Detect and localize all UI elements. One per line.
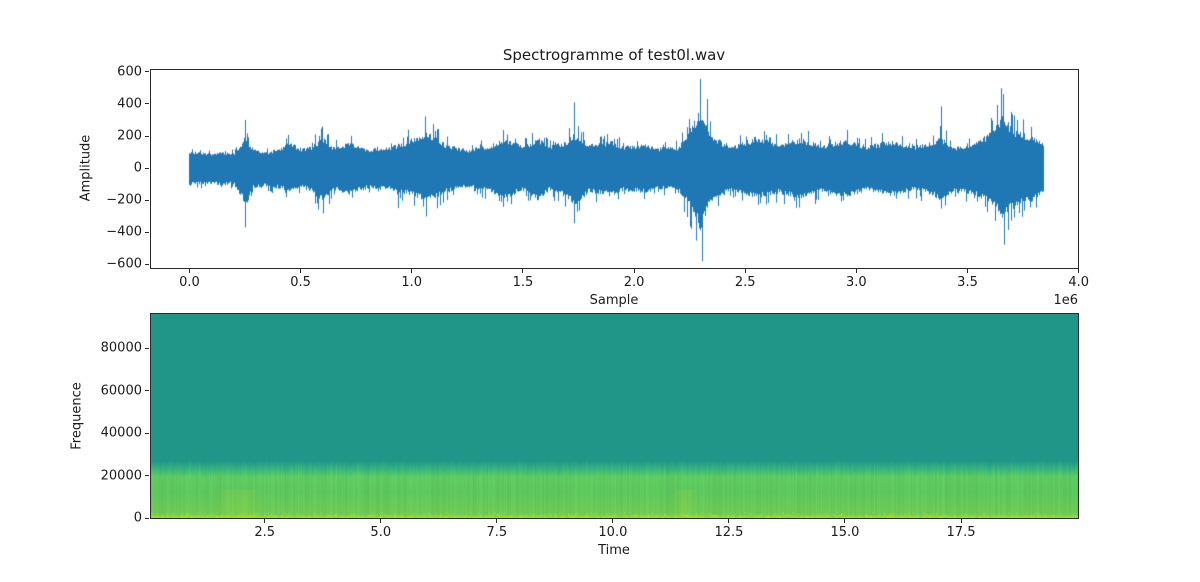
waveform-y-tick xyxy=(145,231,149,233)
waveform-x-tick-label: 2.0 xyxy=(623,275,645,290)
waveform-x-tick-label: 1.5 xyxy=(512,275,534,290)
waveform-x-tick-label: 3.5 xyxy=(957,275,978,290)
spectrogram-y-tick-label: 0 xyxy=(133,510,142,526)
waveform-x-tick xyxy=(188,269,190,273)
spectrogram-y-tick-label: 80000 xyxy=(100,340,142,356)
spectrogram-x-tick xyxy=(264,519,266,523)
waveform-y-tick xyxy=(145,167,149,169)
waveform-x-tick xyxy=(522,269,524,273)
waveform-x-tick xyxy=(855,269,857,273)
spectrogram-y-tick xyxy=(145,390,149,391)
spectrogram-x-tick-label: 12.5 xyxy=(714,525,744,540)
waveform-y-tick-label: 200 xyxy=(117,128,142,144)
spectrogram-x-tick-label: 10.0 xyxy=(598,525,628,540)
waveform-y-tick xyxy=(145,263,149,265)
spectrogram-y-tick xyxy=(145,432,149,434)
spectrogram-y-tick-label: 40000 xyxy=(100,425,142,441)
waveform-x-tick xyxy=(967,269,969,273)
waveform-x-tick xyxy=(744,269,746,273)
chart-title: Spectrogramme of test0l.wav xyxy=(502,46,726,64)
waveform-y-tick-label: −200 xyxy=(106,192,142,208)
waveform-x-tick xyxy=(411,269,413,273)
spectrogram-x-tick xyxy=(612,519,614,523)
spectrogram-y-tick xyxy=(145,517,149,519)
waveform-y-tick-label: 400 xyxy=(117,96,142,112)
waveform-x-tick-label: 4.0 xyxy=(1068,275,1089,290)
waveform-x-tick-label: 0.0 xyxy=(179,275,200,290)
waveform-y-tick xyxy=(145,103,149,105)
waveform-xaxis-offset-label: 1e6 xyxy=(1053,293,1078,308)
waveform-x-tick xyxy=(633,269,635,273)
waveform-y-tick xyxy=(145,135,149,137)
spectrogram-y-tick xyxy=(145,475,149,476)
waveform-x-tick-label: 0.5 xyxy=(290,275,311,290)
spectrogram-plot xyxy=(151,314,1078,518)
waveform-y-tick-label: 600 xyxy=(117,64,142,80)
waveform-x-tick-label: 1.0 xyxy=(401,275,423,290)
waveform-xaxis-label: Sample xyxy=(589,293,639,308)
spectrogram-x-tick-label: 2.5 xyxy=(254,525,276,540)
spectrogram-y-tick-label: 60000 xyxy=(100,383,142,398)
spectrogram-xaxis-label: Time xyxy=(598,543,630,558)
waveform-y-tick-label: −400 xyxy=(106,224,142,240)
spectrogram-x-tick xyxy=(960,519,962,523)
waveform-x-tick xyxy=(1078,269,1080,273)
spectrogram-x-tick xyxy=(496,519,498,523)
waveform-plot xyxy=(151,70,1078,268)
spectrogram-x-tick xyxy=(380,519,382,523)
spectrogram-axes xyxy=(150,313,1079,519)
waveform-x-tick-label: 2.5 xyxy=(734,275,756,290)
spectrogram-x-tick xyxy=(728,519,730,523)
spectrogram-y-tick-label: 20000 xyxy=(100,468,142,483)
waveform-y-tick-label: 0 xyxy=(133,160,142,176)
waveform-x-tick-label: 3.0 xyxy=(846,275,867,290)
spectrogram-x-tick-label: 15.0 xyxy=(830,525,860,540)
waveform-axes xyxy=(150,69,1079,269)
spectrogram-x-tick-label: 7.5 xyxy=(486,525,508,540)
waveform-x-tick xyxy=(300,269,302,273)
spectrogram-x-tick-label: 5.0 xyxy=(370,525,392,540)
waveform-y-tick-label: −600 xyxy=(106,256,142,272)
waveform-y-tick xyxy=(145,71,149,73)
spectrogram-x-tick-label: 17.5 xyxy=(946,525,976,540)
waveform-y-tick xyxy=(145,199,149,201)
spectrogram-x-tick xyxy=(844,519,846,523)
spectrogram-y-tick xyxy=(145,347,149,349)
